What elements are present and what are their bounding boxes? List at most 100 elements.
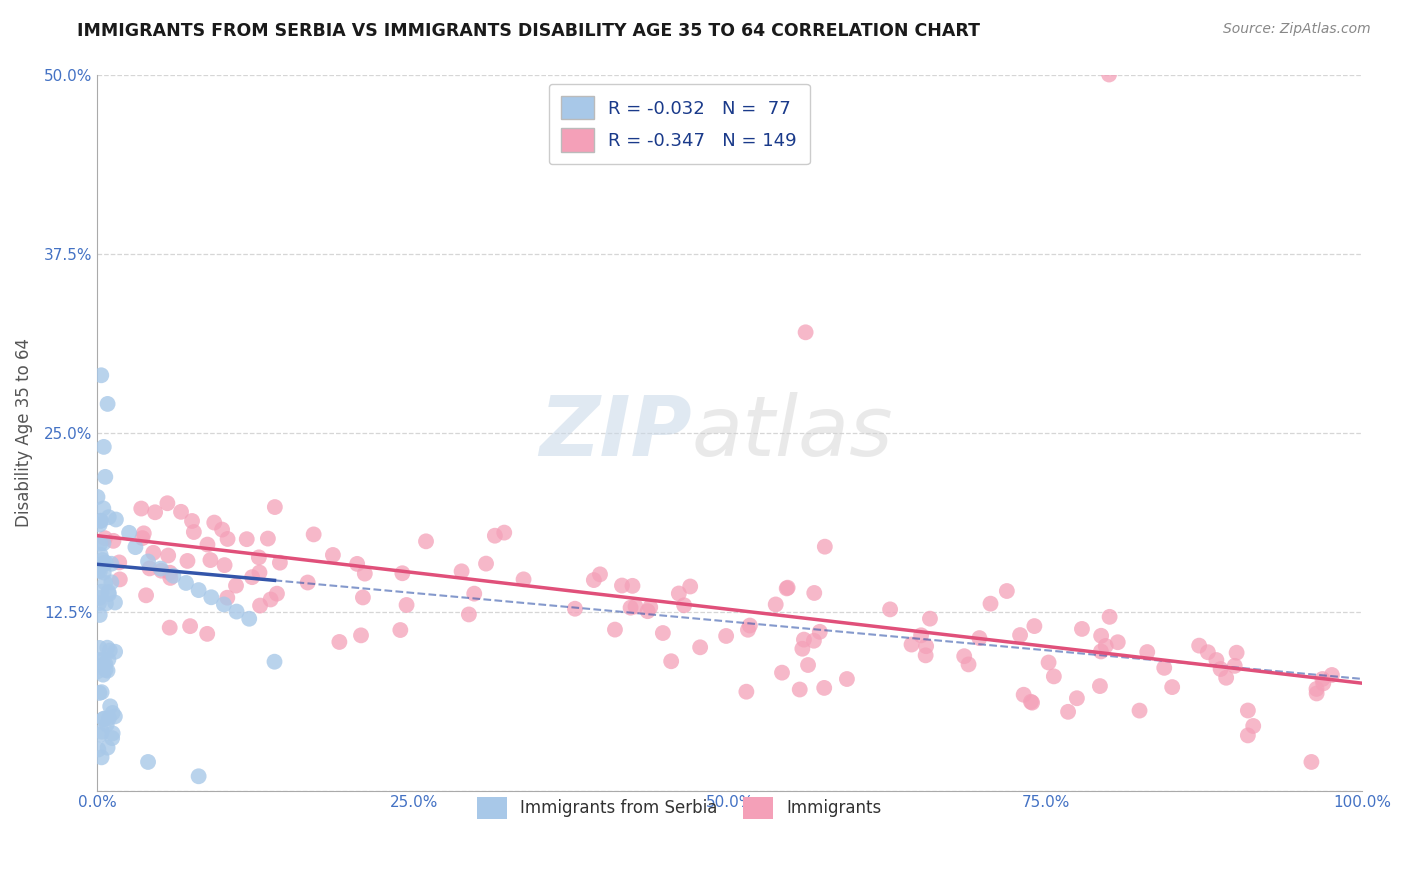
Point [302, 527, 325, 541]
Point [249, 566, 271, 580]
Point [217, 532, 239, 546]
Point [97, 585, 120, 599]
Point [484, 529, 506, 543]
Point [97, 397, 120, 411]
Point [87, 562, 110, 576]
Point [457, 607, 479, 622]
Point [156, 496, 179, 510]
Point [1128, 704, 1150, 718]
Point [212, 598, 235, 612]
Point [90, 514, 112, 528]
Point [1094, 639, 1116, 653]
Point [879, 602, 901, 616]
Point [124, 540, 146, 554]
Point [93, 536, 115, 550]
Point [263, 655, 285, 669]
Point [914, 648, 936, 663]
Point [900, 638, 922, 652]
Point [673, 599, 696, 613]
Point [101, 731, 124, 745]
Point [638, 600, 661, 615]
Point [93, 657, 115, 672]
Point [87, 596, 110, 610]
Point [104, 645, 127, 659]
Point [1153, 661, 1175, 675]
Point [94, 531, 117, 545]
Point [765, 598, 787, 612]
Point [93, 440, 115, 454]
Point [1010, 628, 1032, 642]
Point [1088, 679, 1111, 693]
Point [89, 686, 111, 700]
Point [183, 524, 205, 539]
Point [247, 550, 270, 565]
Point [101, 726, 124, 740]
Point [90, 514, 112, 528]
Point [352, 591, 374, 605]
Point [97, 587, 120, 601]
Point [1012, 688, 1035, 702]
Point [101, 706, 124, 720]
Point [103, 533, 125, 548]
Point [1019, 695, 1042, 709]
Point [776, 582, 799, 596]
Point [391, 566, 413, 581]
Point [91, 501, 114, 516]
Point [89, 564, 111, 578]
Point [91, 553, 114, 567]
Point [353, 566, 375, 581]
Point [297, 575, 319, 590]
Point [235, 532, 257, 546]
Point [814, 540, 837, 554]
Point [104, 595, 127, 609]
Point [1043, 669, 1066, 683]
Point [1305, 686, 1327, 700]
Point [808, 624, 831, 639]
Point [1038, 656, 1060, 670]
Point [89, 536, 111, 550]
Point [200, 553, 222, 567]
Point [214, 558, 236, 573]
Point [1090, 629, 1112, 643]
Point [797, 658, 820, 673]
Point [87, 563, 110, 577]
Point [269, 556, 291, 570]
Point [738, 618, 761, 632]
Point [93, 566, 115, 580]
Point [957, 657, 980, 672]
Point [1197, 645, 1219, 659]
Y-axis label: Disability Age 35 to 64: Disability Age 35 to 64 [15, 338, 32, 527]
Text: atlas: atlas [692, 392, 893, 473]
Point [94, 576, 117, 591]
Point [96, 664, 118, 678]
Point [1312, 672, 1334, 686]
Point [450, 565, 472, 579]
Point [211, 523, 233, 537]
Point [263, 500, 285, 514]
Point [1071, 622, 1094, 636]
Point [136, 755, 159, 769]
Text: ZIP: ZIP [538, 392, 692, 473]
Point [953, 649, 976, 664]
Point [512, 573, 534, 587]
Point [910, 628, 932, 642]
Point [793, 632, 815, 647]
Point [651, 626, 673, 640]
Point [187, 583, 209, 598]
Point [659, 654, 682, 668]
Point [803, 633, 825, 648]
Point [624, 599, 647, 614]
Point [104, 512, 127, 526]
Point [835, 672, 858, 686]
Point [1024, 619, 1046, 633]
Legend: Immigrants from Serbia, Immigrants: Immigrants from Serbia, Immigrants [471, 790, 889, 825]
Point [637, 604, 659, 618]
Point [170, 505, 193, 519]
Point [714, 629, 737, 643]
Point [143, 505, 166, 519]
Point [97, 510, 120, 524]
Point [89, 640, 111, 655]
Point [679, 580, 702, 594]
Point [1320, 668, 1343, 682]
Point [94, 657, 117, 671]
